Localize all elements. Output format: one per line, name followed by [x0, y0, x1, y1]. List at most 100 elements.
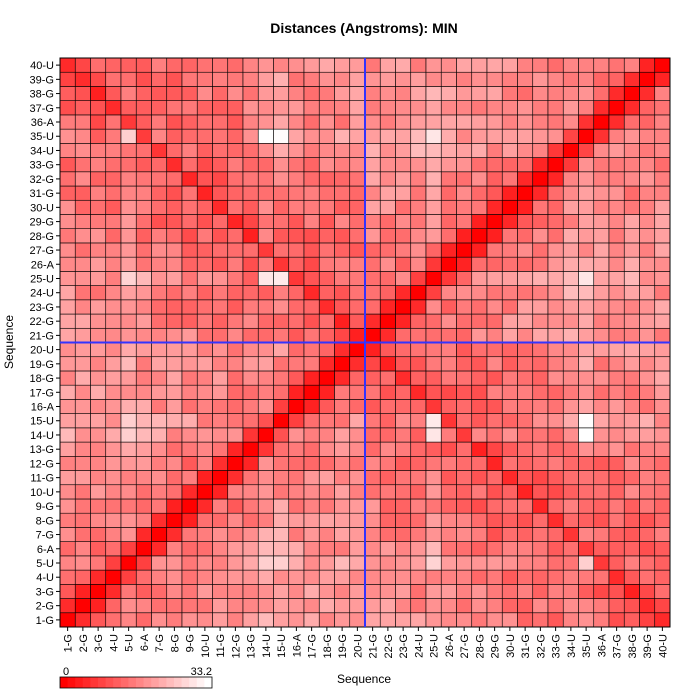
heatmap-cell: [318, 470, 335, 486]
x-tick-label: 26-A: [444, 633, 456, 657]
heatmap-cell: [212, 128, 229, 144]
heatmap-cell: [196, 271, 213, 286]
heatmap-cell: [593, 57, 610, 73]
heatmap-cell: [135, 498, 152, 514]
heatmap-cell: [196, 256, 213, 272]
heatmap-cell: [410, 455, 427, 471]
heatmap-cell: [364, 271, 381, 286]
heatmap-cell: [105, 342, 122, 358]
heatmap-cell: [105, 399, 122, 414]
heatmap-cell: [593, 527, 610, 542]
heatmap-cell: [547, 455, 564, 471]
heatmap-cell: [593, 242, 610, 258]
heatmap-cell: [151, 370, 168, 386]
heatmap-cell: [547, 128, 564, 144]
heatmap-cell: [212, 356, 229, 372]
heatmap-cell: [593, 285, 610, 301]
heatmap-cell: [379, 285, 396, 301]
heatmap-cell: [273, 413, 290, 429]
heatmap-cell: [379, 342, 396, 358]
heatmap-cell: [59, 114, 76, 130]
heatmap-cell: [364, 470, 381, 486]
heatmap-cell: [196, 242, 213, 258]
heatmap-cell: [654, 584, 671, 599]
heatmap-cell: [562, 214, 579, 229]
heatmap-cell: [196, 584, 213, 599]
heatmap-cell: [623, 612, 640, 628]
heatmap-cell: [318, 512, 335, 528]
heatmap-cell: [486, 399, 503, 414]
heatmap-cell: [227, 313, 244, 329]
heatmap-cell: [578, 498, 595, 514]
heatmap-cell: [181, 370, 198, 386]
heatmap-cell: [318, 612, 335, 628]
heatmap-cell: [135, 185, 152, 201]
heatmap-cell: [59, 555, 76, 571]
heatmap-cell: [288, 455, 305, 471]
heatmap-cell: [212, 598, 229, 614]
heatmap-cell: [517, 171, 534, 187]
heatmap-cell: [59, 498, 76, 514]
heatmap-cell: [547, 527, 564, 542]
heatmap-cell: [166, 100, 183, 116]
heatmap-cell: [166, 228, 183, 244]
heatmap-cell: [135, 313, 152, 329]
heatmap-cell: [105, 313, 122, 329]
heatmap-cell: [654, 527, 671, 542]
heatmap-cell: [395, 71, 412, 87]
heatmap-cell: [410, 512, 427, 528]
heatmap-cell: [486, 413, 503, 429]
heatmap-cell: [410, 285, 427, 301]
x-tick-label: 18-G: [322, 634, 334, 658]
heatmap-cell: [303, 71, 320, 87]
heatmap-cell: [608, 342, 625, 358]
heatmap-cell: [151, 584, 168, 599]
heatmap-cell: [517, 86, 534, 101]
heatmap-cell: [181, 157, 198, 173]
heatmap-cell: [623, 157, 640, 173]
heatmap-cell: [59, 527, 76, 542]
heatmap-cell: [379, 171, 396, 187]
heatmap-cell: [364, 399, 381, 414]
heatmap-cell: [410, 57, 427, 73]
heatmap-cell: [364, 199, 381, 215]
heatmap-cell: [379, 71, 396, 87]
heatmap-cell: [425, 100, 442, 116]
heatmap-cell: [196, 100, 213, 116]
heatmap-cell: [334, 271, 351, 286]
heatmap-cell: [364, 427, 381, 443]
heatmap-cell: [181, 455, 198, 471]
heatmap-cell: [334, 356, 351, 372]
heatmap-cell: [181, 185, 198, 201]
heatmap-cell: [227, 427, 244, 443]
heatmap-cell: [334, 527, 351, 542]
heatmap-cell: [547, 342, 564, 358]
heatmap-cell: [532, 299, 549, 315]
heatmap-cell: [74, 157, 91, 173]
heatmap-cell: [562, 413, 579, 429]
heatmap-cell: [410, 427, 427, 443]
heatmap-cell: [303, 541, 320, 557]
heatmap-cell: [151, 171, 168, 187]
colorbar-swatch: [98, 677, 107, 688]
heatmap-cell: [318, 285, 335, 301]
heatmap-cell: [181, 128, 198, 144]
heatmap-cell: [456, 86, 473, 101]
heatmap-cell: [379, 598, 396, 614]
x-tick-label: 23-G: [398, 634, 410, 658]
heatmap-cell: [486, 143, 503, 158]
heatmap-cell: [288, 313, 305, 329]
heatmap-cell: [90, 569, 107, 585]
heatmap-cell: [242, 598, 259, 614]
heatmap-cell: [334, 413, 351, 429]
heatmap-cell: [654, 512, 671, 528]
heatmap-cell: [120, 228, 137, 244]
heatmap-cell: [486, 57, 503, 73]
heatmap-cell: [318, 313, 335, 329]
heatmap-cell: [410, 71, 427, 87]
heatmap-cell: [425, 470, 442, 486]
colorbar-swatch: [151, 677, 160, 688]
heatmap-cell: [273, 512, 290, 528]
heatmap-cell: [379, 470, 396, 486]
heatmap-cell: [486, 285, 503, 301]
